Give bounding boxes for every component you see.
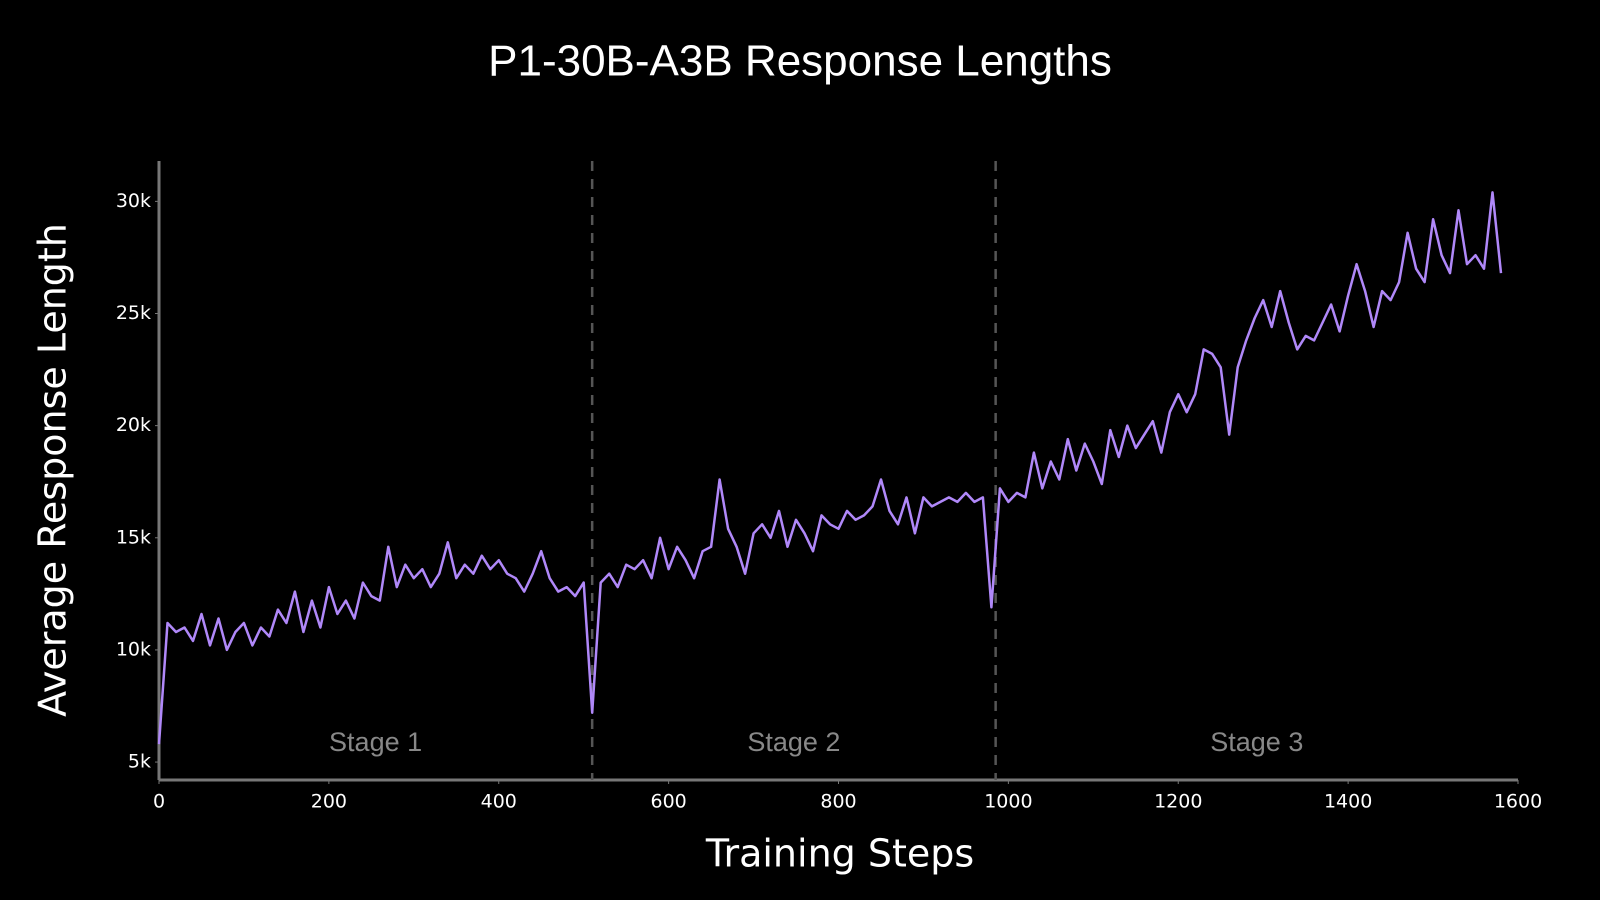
x-axis-title: Training Steps	[705, 832, 974, 876]
data-line	[157, 191, 1503, 745]
y-tick-label: 20k	[116, 414, 151, 436]
stage-label: Stage 2	[747, 727, 840, 757]
y-tick-label: 5k	[128, 751, 151, 773]
x-tick-label: 200	[311, 791, 347, 813]
x-tick-label: 1400	[1324, 791, 1372, 813]
x-tick-label: 0	[153, 791, 165, 813]
stage-label: Stage 1	[329, 727, 422, 757]
y-tick-label: 10k	[116, 638, 151, 660]
y-tick-label: 15k	[116, 526, 151, 548]
x-tick-label: 400	[481, 791, 517, 813]
x-tick-label: 1200	[1154, 791, 1202, 813]
y-tick-label: 30k	[116, 190, 151, 212]
chart-title: P1-30B-A3B Response Lengths	[488, 37, 1112, 86]
y-tick-label: 25k	[116, 302, 151, 324]
y-axis-title: Average Response Length	[31, 223, 75, 717]
x-tick-label: 800	[820, 791, 856, 813]
stage-label: Stage 3	[1210, 727, 1303, 757]
x-tick-label: 1000	[984, 791, 1032, 813]
x-tick-label: 1600	[1494, 791, 1542, 813]
x-tick-label: 600	[650, 791, 686, 813]
